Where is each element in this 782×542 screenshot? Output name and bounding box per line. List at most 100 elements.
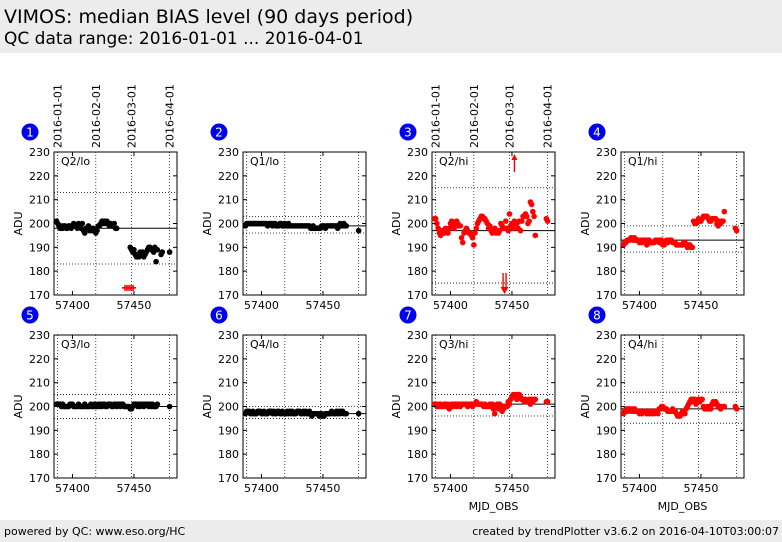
data-point bbox=[655, 410, 661, 417]
data-point bbox=[491, 410, 498, 417]
y-tick-label: 220 bbox=[596, 353, 617, 366]
data-point bbox=[94, 227, 100, 234]
y-axis-label: ADU bbox=[390, 211, 403, 235]
y-tick-label: 170 bbox=[596, 289, 617, 302]
panel-label: Q3/lo bbox=[61, 338, 90, 351]
panel-number-text: 1 bbox=[26, 126, 34, 140]
y-tick-label: 180 bbox=[407, 265, 428, 278]
y-tick-label: 190 bbox=[29, 241, 50, 254]
y-tick-label: 190 bbox=[29, 424, 50, 437]
y-tick-label: 190 bbox=[407, 241, 428, 254]
outlier-marker bbox=[130, 284, 137, 291]
data-point bbox=[153, 258, 159, 265]
panel-data-area bbox=[243, 335, 366, 478]
y-tick-label: 200 bbox=[29, 401, 50, 414]
data-point bbox=[457, 223, 464, 229]
y-tick-label: 230 bbox=[596, 329, 617, 342]
panel-number-badge bbox=[210, 123, 228, 141]
y-tick-label: 180 bbox=[596, 265, 617, 278]
data-point bbox=[473, 225, 480, 232]
y-tick-label: 230 bbox=[218, 329, 239, 342]
data-point bbox=[682, 410, 688, 417]
panel-data-area bbox=[243, 152, 366, 295]
data-point bbox=[355, 410, 362, 417]
y-tick-label: 200 bbox=[407, 401, 428, 414]
data-point bbox=[81, 230, 88, 236]
data-point bbox=[503, 218, 509, 224]
data-point bbox=[531, 213, 537, 220]
panel-4: Q1/hi 170 180 190 200 210 220 230 57400 57450 ADU 4 bbox=[579, 123, 745, 312]
data-point bbox=[166, 403, 173, 410]
data-point bbox=[111, 220, 118, 227]
panel-number-text: 2 bbox=[215, 126, 223, 140]
off-scale-up-arrowhead bbox=[511, 154, 518, 160]
panel-label: Q2/lo bbox=[61, 155, 90, 168]
y-tick-label: 170 bbox=[218, 289, 239, 302]
panel-data-area bbox=[432, 152, 555, 295]
data-point bbox=[343, 223, 350, 229]
data-point bbox=[733, 406, 740, 412]
y-tick-label: 170 bbox=[407, 289, 428, 302]
date-axis-label: 2016-01-01 bbox=[430, 84, 443, 148]
y-tick-label: 170 bbox=[407, 472, 428, 485]
data-point bbox=[510, 225, 516, 232]
data-point bbox=[166, 249, 173, 255]
footer-created-by: created by trendPlotter v3.6.2 on 2016-0… bbox=[472, 525, 779, 538]
y-tick-label: 170 bbox=[29, 289, 50, 302]
x-tick-label: 57450 bbox=[116, 482, 151, 495]
data-point bbox=[720, 218, 726, 224]
data-point bbox=[472, 230, 478, 236]
data-point bbox=[113, 225, 120, 232]
data-point bbox=[505, 227, 512, 234]
y-tick-label: 190 bbox=[407, 424, 428, 437]
y-tick-label: 190 bbox=[596, 241, 617, 254]
y-tick-label: 210 bbox=[596, 377, 617, 390]
data-point bbox=[517, 227, 524, 234]
x-tick-label: 57450 bbox=[305, 299, 340, 312]
y-axis-label: ADU bbox=[579, 394, 592, 418]
x-tick-label: 57450 bbox=[683, 482, 718, 495]
data-point bbox=[445, 230, 451, 236]
x-tick-label: 57400 bbox=[433, 299, 468, 312]
panel-number-text: 5 bbox=[26, 309, 34, 323]
panel-label: Q2/hi bbox=[439, 155, 468, 168]
data-point bbox=[471, 242, 477, 248]
y-tick-label: 220 bbox=[29, 353, 50, 366]
y-tick-label: 220 bbox=[218, 353, 239, 366]
x-tick-label: 57450 bbox=[494, 482, 529, 495]
panel-5: Q3/lo 170 180 190 200 210 220 230 57400 57450 ADU 5 bbox=[12, 306, 178, 495]
panel-number-badge bbox=[399, 123, 417, 141]
panel-number-text: 3 bbox=[404, 126, 412, 140]
data-point bbox=[526, 218, 532, 224]
y-tick-label: 220 bbox=[596, 170, 617, 183]
report-header: VIMOS: median BIAS level (90 days period… bbox=[0, 0, 782, 53]
data-point bbox=[733, 227, 740, 234]
x-tick-label: 57400 bbox=[622, 299, 657, 312]
y-tick-label: 230 bbox=[596, 146, 617, 159]
panel-data-area bbox=[54, 152, 177, 295]
y-tick-label: 180 bbox=[218, 448, 239, 461]
date-axis-label: 2016-03-01 bbox=[125, 84, 138, 148]
x-tick-label: 57400 bbox=[55, 482, 90, 495]
data-point bbox=[79, 220, 86, 227]
data-point bbox=[131, 246, 137, 253]
y-tick-label: 230 bbox=[407, 146, 428, 159]
x-tick-label: 57400 bbox=[622, 482, 657, 495]
data-point bbox=[506, 401, 513, 407]
data-point bbox=[528, 201, 535, 208]
report-title: VIMOS: median BIAS level (90 days period… bbox=[4, 6, 414, 28]
y-tick-label: 170 bbox=[29, 472, 50, 485]
y-tick-label: 180 bbox=[407, 448, 428, 461]
y-tick-label: 180 bbox=[596, 448, 617, 461]
data-point bbox=[523, 213, 530, 220]
x-axis-label: MJD_OBS bbox=[658, 500, 708, 513]
y-axis-label: ADU bbox=[201, 394, 214, 418]
y-tick-label: 210 bbox=[596, 194, 617, 207]
panel-8: Q4/hi 170 180 190 200 210 220 230 57400 57450 ADU M… bbox=[579, 306, 745, 513]
data-point bbox=[530, 208, 536, 215]
data-point bbox=[154, 246, 161, 253]
trend-plot-grid: Q2/lo 170 180 190 200 210 220 230 57400 57450 ADU 1… bbox=[12, 84, 745, 513]
data-point bbox=[721, 208, 728, 215]
panel-number-text: 4 bbox=[593, 126, 601, 140]
panel-number-badge bbox=[588, 306, 606, 324]
